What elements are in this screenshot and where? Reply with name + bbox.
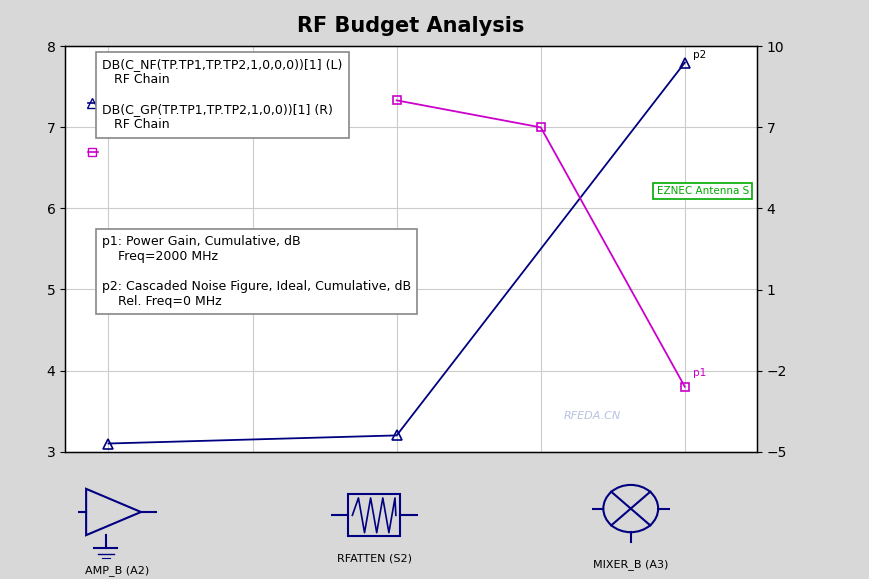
- Text: p2: p2: [693, 50, 706, 60]
- Text: RFEDA.CN: RFEDA.CN: [562, 411, 620, 421]
- Text: MIXER_B (A3): MIXER_B (A3): [593, 559, 667, 570]
- Bar: [348, 494, 400, 536]
- Text: p1: p1: [693, 368, 706, 378]
- Text: EZNEC Antenna S: EZNEC Antenna S: [656, 186, 748, 196]
- Text: p1: Power Gain, Cumulative, dB
    Freq=2000 MHz

p2: Cascaded Noise Figure, Ide: p1: Power Gain, Cumulative, dB Freq=2000…: [102, 235, 410, 308]
- Title: RF Budget Analysis: RF Budget Analysis: [297, 16, 524, 36]
- Text: RFATTEN (S2): RFATTEN (S2): [336, 554, 411, 563]
- Text: DB(C_NF(TP.TP1,TP.TP2,1,0,0,0))[1] (L)
   RF Chain

DB(C_GP(TP.TP1,TP.TP2,1,0,0): DB(C_NF(TP.TP1,TP.TP2,1,0,0,0))[1] (L) R…: [102, 58, 342, 131]
- Text: AMP_B (A2): AMP_B (A2): [85, 565, 149, 576]
